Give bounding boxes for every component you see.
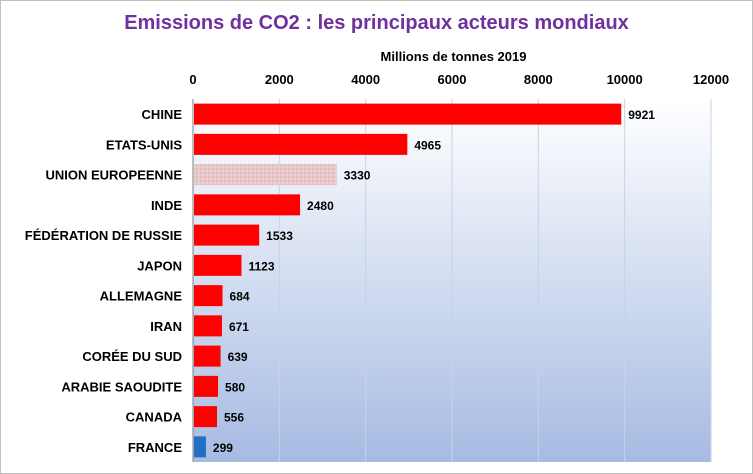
category-label: ETATS-UNIS (106, 137, 182, 152)
category-label: FRANCE (128, 440, 182, 455)
x-axis-label: Millions de tonnes 2019 (380, 49, 527, 64)
category-label: ALLEMAGNE (100, 289, 183, 304)
x-tick-label: 12000 (693, 72, 729, 87)
category-label: FÉDÉRATION DE RUSSIE (25, 228, 183, 243)
category-label: INDE (151, 198, 182, 213)
bar (194, 406, 218, 428)
category-label: CHINE (142, 107, 183, 122)
bar (194, 194, 301, 216)
x-tick-label: 0 (189, 72, 196, 87)
bar (194, 436, 206, 458)
bar (194, 375, 219, 397)
bar (194, 254, 242, 276)
data-label: 4965 (414, 138, 441, 152)
category-label: CORÉE DU SUD (82, 349, 182, 364)
category-label: IRAN (150, 319, 182, 334)
chart-title: Emissions de CO2 : les principaux acteur… (124, 12, 629, 34)
data-label: 671 (229, 320, 249, 334)
category-label: CANADA (126, 410, 183, 425)
data-label: 299 (213, 441, 233, 455)
x-tick-label: 2000 (265, 72, 294, 87)
bar (194, 345, 221, 367)
data-label: 556 (224, 411, 244, 425)
data-label: 2480 (307, 199, 334, 213)
data-label: 9921 (628, 108, 655, 122)
data-label: 684 (230, 290, 250, 304)
data-label: 1533 (266, 229, 293, 243)
category-label: JAPON (137, 258, 182, 273)
bar (194, 285, 223, 307)
x-tick-label: 8000 (524, 72, 553, 87)
x-tick-label: 4000 (351, 72, 380, 87)
bar (194, 164, 337, 186)
x-tick-label: 10000 (607, 72, 643, 87)
data-label: 3330 (344, 169, 371, 183)
category-label: ARABIE SAOUDITE (61, 379, 182, 394)
bar (194, 315, 222, 337)
data-label: 639 (228, 350, 248, 364)
bar (194, 103, 622, 125)
x-tick-label: 6000 (438, 72, 467, 87)
data-label: 580 (225, 380, 245, 394)
data-label: 1123 (248, 259, 274, 273)
category-label: UNION EUROPEENNE (45, 168, 182, 183)
bar (194, 224, 260, 246)
bar (194, 133, 408, 155)
